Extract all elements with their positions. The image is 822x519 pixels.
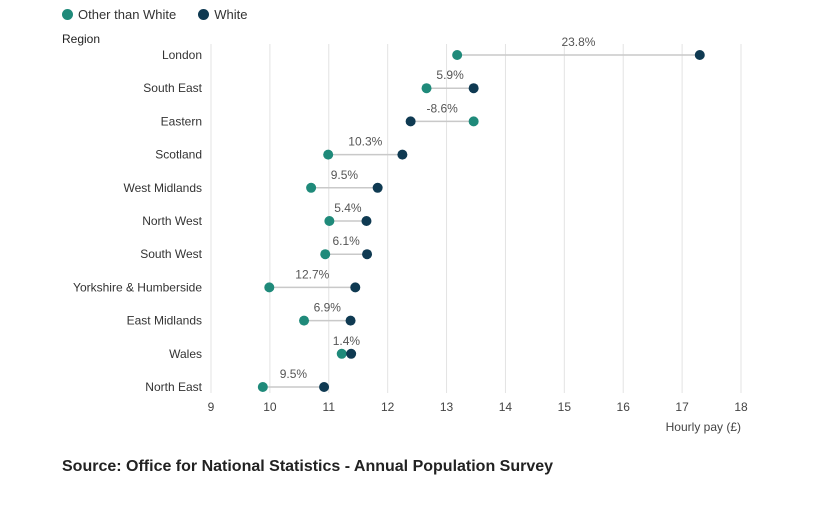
point-other-than-white-wales: [336, 348, 347, 359]
source-note: Source: Office for National Statistics -…: [62, 458, 554, 475]
category-label-south-east: South East: [143, 81, 202, 95]
gap-label-east-midlands: 6.9%: [314, 301, 342, 315]
gap-label-west-midlands: 9.5%: [331, 168, 359, 182]
point-white-wales: [346, 348, 357, 359]
gap-label-north-west: 5.4%: [334, 201, 362, 215]
legend-marker-other-than-white: [62, 9, 73, 20]
category-label-scotland: Scotland: [155, 148, 202, 162]
point-other-than-white-scotland: [323, 149, 334, 160]
category-label-yorkshire-humberside: Yorkshire & Humberside: [73, 280, 202, 294]
x-tick-label-13: 13: [440, 400, 454, 414]
legend-item-white[interactable]: White: [198, 7, 248, 22]
point-white-west-midlands: [372, 182, 383, 193]
point-other-than-white-west-midlands: [306, 182, 317, 193]
legend-item-other-than-white[interactable]: Other than White: [62, 7, 176, 22]
x-tick-label-17: 17: [675, 400, 689, 414]
category-label-wales: Wales: [169, 347, 202, 361]
point-other-than-white-north-east: [257, 382, 268, 392]
x-tick-label-18: 18: [734, 400, 748, 414]
point-other-than-white-london: [452, 50, 463, 60]
point-white-scotland: [397, 149, 408, 160]
point-white-north-east: [319, 382, 330, 392]
point-white-east-midlands: [345, 315, 356, 326]
point-other-than-white-south-west: [320, 249, 331, 260]
point-white-north-west: [361, 216, 372, 226]
gap-label-north-east: 9.5%: [280, 367, 308, 381]
legend-marker-white: [198, 9, 210, 20]
category-label-west-midlands: West Midlands: [124, 181, 202, 195]
legend: Other than White White: [62, 7, 248, 22]
category-label-london: London: [162, 48, 202, 62]
x-tick-label-15: 15: [558, 400, 572, 414]
category-label-south-west: South West: [140, 247, 202, 261]
point-other-than-white-east-midlands: [299, 315, 310, 326]
x-tick-label-12: 12: [381, 400, 395, 414]
gap-label-south-west: 6.1%: [332, 234, 360, 248]
point-white-south-east: [468, 83, 479, 94]
x-axis-title: Hourly pay (£): [666, 420, 741, 434]
gap-label-scotland: 10.3%: [348, 135, 382, 149]
point-other-than-white-north-west: [324, 216, 335, 226]
category-label-north-east: North East: [145, 380, 202, 394]
x-tick-label-16: 16: [617, 400, 631, 414]
point-white-london: [694, 50, 705, 60]
gap-label-london: 23.8%: [561, 35, 595, 49]
category-label-north-west: North West: [142, 214, 202, 228]
point-other-than-white-eastern: [468, 116, 479, 127]
y-axis-title: Region: [62, 32, 100, 46]
point-white-eastern: [405, 116, 416, 127]
x-tick-label-11: 11: [323, 400, 336, 414]
x-tick-label-14: 14: [499, 400, 513, 414]
gap-label-south-east: 5.9%: [436, 68, 464, 82]
x-tick-label-10: 10: [263, 400, 277, 414]
category-label-eastern: Eastern: [161, 114, 202, 128]
gap-label-wales: 1.4%: [333, 334, 361, 348]
legend-label-white: White: [214, 7, 248, 22]
point-white-south-west: [362, 249, 373, 260]
x-tick-label-9: 9: [208, 400, 215, 414]
category-label-east-midlands: East Midlands: [127, 314, 202, 328]
gap-label-eastern: -8.6%: [426, 101, 458, 115]
gap-label-yorkshire-humberside: 12.7%: [295, 267, 329, 281]
point-other-than-white-south-east: [421, 83, 432, 94]
point-white-yorkshire-humberside: [350, 282, 361, 293]
legend-label-other-than-white: Other than White: [78, 7, 177, 22]
point-other-than-white-yorkshire-humberside: [264, 282, 275, 293]
